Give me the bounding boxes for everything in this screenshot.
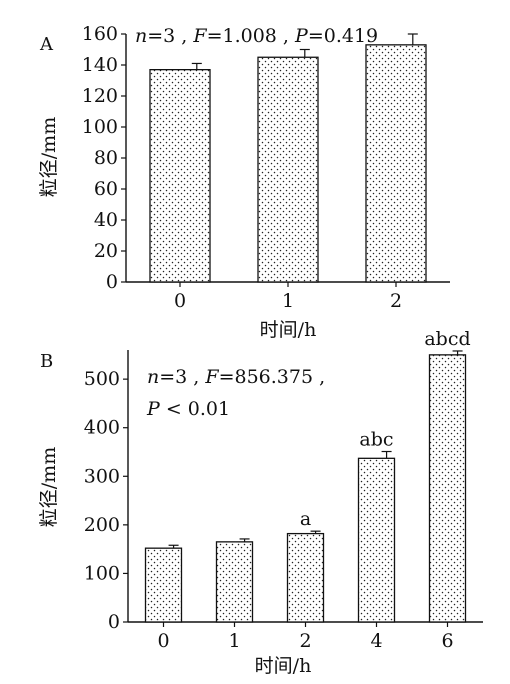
panel-a-stat-n-value: =3 , (147, 25, 193, 47)
panel-b-y-tick-label: 100 (84, 562, 120, 584)
panel-b-bar (428, 354, 467, 623)
panel-b-stat-n-value: =3 , (159, 366, 205, 388)
panel-b-stats-line1: n=3 , F=856.375 , (147, 366, 325, 388)
panel-a-plot: 0 20 40 60 80 100 120 140 160 0 1 2 (82, 23, 450, 312)
panel-a: A n=3 , F=1.008 , P=0.419 粒径/mm 时间/h 020… (38, 23, 450, 341)
panel-a-bar (149, 69, 211, 283)
panel-a-y-tick-label: 140 (82, 54, 118, 76)
panel-a-y-tick-label: 60 (94, 178, 118, 200)
panel-a-bar (365, 44, 427, 283)
panel-a-x-tick-label: 1 (282, 290, 294, 312)
panel-b-bar-label: abcd (424, 328, 470, 350)
panel-b-stat-n-label: n (147, 366, 159, 388)
panel-a-stat-f-label: F (192, 25, 207, 47)
panel-b-y-axis-title: 粒径/mm (38, 447, 60, 527)
panel-a-stats: n=3 , F=1.008 , P=0.419 (135, 25, 378, 47)
panel-b-y-tick-label: 400 (84, 417, 120, 439)
panel-a-y-tick-label: 120 (82, 85, 118, 107)
panel-b-y-tick-label: 200 (84, 514, 120, 536)
panel-a-bar (257, 56, 319, 283)
panel-b-y-tick-label: 500 (84, 368, 120, 390)
panel-b-bar-label: a (300, 508, 311, 530)
panel-a-x-tick-label: 2 (390, 290, 402, 312)
panel-b-y-tick-label: 0 (108, 611, 120, 633)
panel-b: B n=3 , F=856.375 , P < 0.01 粒径/mm 时间/h … (38, 328, 483, 677)
panel-a-x-tick-label: 0 (174, 290, 186, 312)
panel-b-stats-line2: P < 0.01 (146, 398, 230, 420)
panel-b-bar (144, 547, 183, 623)
panel-b-x-tick-label: 0 (157, 630, 169, 652)
panel-a-label: A (39, 34, 54, 55)
panel-a-stat-f-value: =1.008 , (207, 25, 295, 47)
panel-b-x-tick-label: 1 (228, 630, 240, 652)
panel-b-y-tick-label: 300 (84, 465, 120, 487)
panel-b-stat-p-value: < 0.01 (160, 398, 230, 420)
panel-b-x-tick-label: 4 (370, 630, 382, 652)
panel-b-stat-f-label: F (204, 366, 219, 388)
panel-a-y-tick-label: 20 (94, 240, 118, 262)
panel-a-y-axis-title: 粒径/mm (38, 117, 60, 197)
panel-a-stat-p-value: =0.419 (308, 25, 378, 47)
panel-b-bar (357, 457, 396, 623)
panel-a-stat-n-label: n (135, 25, 147, 47)
panel-b-bar-label: abc (359, 429, 393, 451)
panel-b-x-axis-title: 时间/h (255, 655, 312, 677)
panel-b-x-tick-label: 2 (299, 630, 311, 652)
panel-a-stat-p-label: P (294, 25, 309, 47)
panel-b-bar (286, 532, 325, 623)
panel-a-y-tick-label: 0 (106, 271, 118, 293)
panel-a-y-tick-label: 100 (82, 116, 118, 138)
panel-b-x-tick-label: 6 (441, 630, 453, 652)
panel-b-stat-p-label: P (146, 398, 161, 420)
panel-b-label: B (40, 351, 53, 372)
panel-b-stat-f-value: =856.375 , (219, 366, 326, 388)
panel-a-y-tick-label: 40 (94, 209, 118, 231)
panel-b-bar (215, 541, 254, 623)
panel-a-y-tick-label: 80 (94, 147, 118, 169)
panel-a-x-axis-title: 时间/h (260, 319, 317, 341)
panel-a-y-tick-label: 160 (82, 23, 118, 45)
panel-b-plot: 0 100 200 300 400 500 0 1 2 a 4 abc 6 abcd (84, 328, 483, 652)
